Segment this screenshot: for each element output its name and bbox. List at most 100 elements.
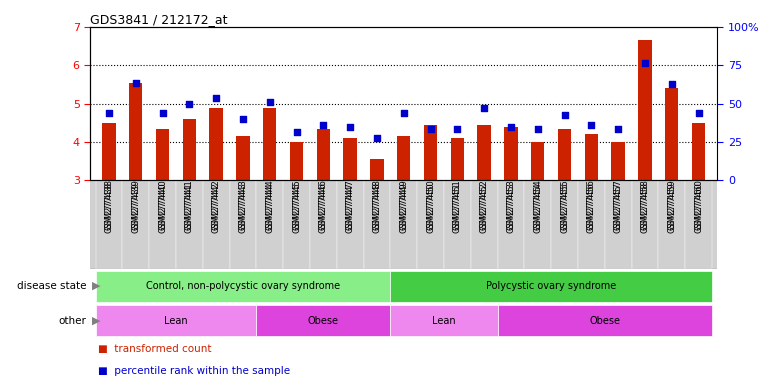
Text: GSM277455: GSM277455	[560, 182, 569, 233]
Bar	[551, 180, 578, 269]
Text: GSM277449: GSM277449	[399, 182, 408, 233]
Point	[451, 126, 463, 132]
Bar	[370, 159, 383, 180]
Text: GSM277448: GSM277448	[372, 182, 382, 233]
Bar	[477, 125, 491, 180]
Bar	[256, 305, 390, 336]
Bar	[585, 134, 598, 180]
Text: GSM277438: GSM277438	[104, 182, 114, 233]
Bar	[183, 119, 196, 180]
Point	[317, 122, 329, 128]
Bar	[665, 88, 678, 180]
Text: GSM277458: GSM277458	[641, 182, 649, 233]
Point	[558, 112, 571, 118]
Text: GSM277450: GSM277450	[426, 182, 435, 233]
Bar	[604, 180, 632, 269]
Bar	[417, 180, 444, 269]
Bar	[310, 180, 337, 269]
Text: GSM277451: GSM277451	[453, 182, 462, 233]
Bar	[524, 180, 551, 269]
Bar	[156, 129, 169, 180]
Point	[424, 126, 437, 132]
Point	[210, 95, 223, 101]
Bar	[470, 180, 498, 269]
Bar	[230, 180, 256, 269]
Point	[183, 101, 195, 107]
Text: GSM277441: GSM277441	[185, 182, 194, 233]
Point	[532, 126, 544, 132]
Bar	[317, 129, 330, 180]
Text: Lean: Lean	[164, 316, 187, 326]
Text: Obese: Obese	[308, 316, 339, 326]
Bar	[96, 305, 256, 336]
Text: GSM277440: GSM277440	[158, 182, 167, 233]
Point	[129, 79, 142, 86]
Bar	[638, 40, 652, 180]
Bar	[149, 180, 176, 269]
Bar	[632, 180, 659, 269]
Text: GSM277442: GSM277442	[212, 182, 220, 233]
Bar	[256, 180, 283, 269]
Text: other: other	[58, 316, 86, 326]
Text: ■  percentile rank within the sample: ■ percentile rank within the sample	[98, 366, 290, 376]
Text: GDS3841 / 212172_at: GDS3841 / 212172_at	[90, 13, 227, 26]
Bar	[203, 180, 230, 269]
Point	[585, 122, 597, 128]
Text: ▶: ▶	[92, 316, 100, 326]
Bar	[209, 108, 223, 180]
Bar	[129, 83, 143, 180]
Point	[397, 110, 410, 116]
Text: GSM277444: GSM277444	[265, 182, 274, 233]
Bar	[283, 180, 310, 269]
Text: GSM277445: GSM277445	[292, 182, 301, 233]
Bar	[102, 123, 115, 180]
Bar	[96, 180, 122, 269]
Bar	[498, 180, 524, 269]
Bar	[96, 271, 390, 302]
Text: GSM277457: GSM277457	[614, 182, 622, 233]
Text: GSM277453: GSM277453	[506, 182, 515, 233]
Text: Control, non-polycystic ovary syndrome: Control, non-polycystic ovary syndrome	[146, 281, 340, 291]
Bar	[444, 180, 470, 269]
Text: Polycystic ovary syndrome: Polycystic ovary syndrome	[486, 281, 616, 291]
Point	[666, 81, 678, 88]
Bar	[236, 136, 249, 180]
Point	[237, 116, 249, 122]
Bar	[390, 305, 498, 336]
Text: disease state: disease state	[16, 281, 86, 291]
Point	[692, 110, 705, 116]
Point	[612, 126, 625, 132]
Text: ▶: ▶	[92, 281, 100, 291]
Point	[156, 110, 169, 116]
Point	[505, 124, 517, 130]
Point	[478, 104, 491, 111]
Text: Obese: Obese	[590, 316, 620, 326]
Point	[290, 129, 303, 136]
Text: ■  transformed count: ■ transformed count	[98, 344, 212, 354]
Text: GSM277447: GSM277447	[346, 182, 354, 233]
Bar	[364, 180, 390, 269]
Point	[371, 135, 383, 141]
Bar	[290, 142, 303, 180]
Bar	[498, 305, 712, 336]
Bar	[424, 125, 437, 180]
Text: GSM277443: GSM277443	[238, 182, 248, 233]
Bar	[176, 180, 203, 269]
Bar	[122, 180, 149, 269]
Text: GSM277439: GSM277439	[131, 182, 140, 233]
Point	[103, 110, 115, 116]
Bar	[558, 129, 572, 180]
Bar	[612, 142, 625, 180]
Bar	[578, 180, 604, 269]
Bar	[390, 180, 417, 269]
Bar	[337, 180, 364, 269]
Point	[263, 99, 276, 105]
Bar	[451, 138, 464, 180]
Point	[344, 124, 357, 130]
Bar	[685, 180, 712, 269]
Text: GSM277456: GSM277456	[587, 182, 596, 233]
Bar	[390, 271, 712, 302]
Bar	[692, 123, 706, 180]
Text: GSM277454: GSM277454	[533, 182, 543, 233]
Text: Lean: Lean	[432, 316, 456, 326]
